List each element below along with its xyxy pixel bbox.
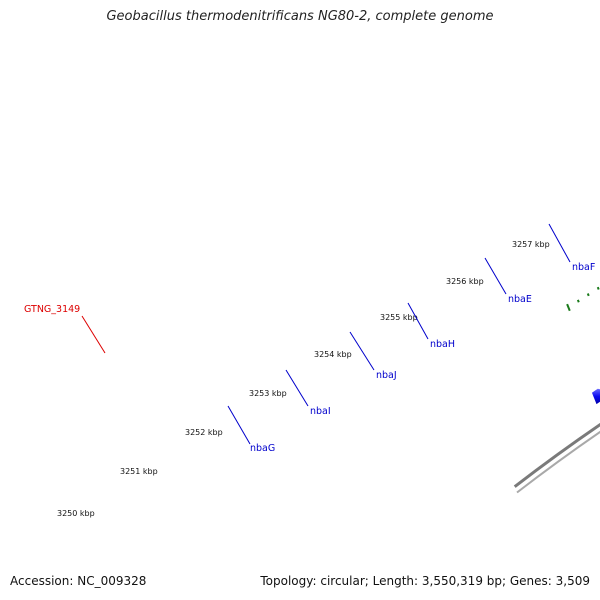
- gene-label-leader: [349, 331, 375, 371]
- gene-label-nbai[interactable]: nbaI: [310, 406, 331, 417]
- scale-tick: [586, 293, 590, 297]
- scale-tick: [596, 286, 600, 290]
- gene-label-nbaf[interactable]: nbaF: [572, 262, 595, 273]
- gene-label-nbah[interactable]: nbaH: [430, 339, 455, 350]
- accession-text: Accession: NC_009328: [10, 574, 147, 588]
- label-layer: 3250 kbp 3251 kbp 3252 kbp 3253 kbp 3254 kbp…: [24, 223, 595, 518]
- scale-tick: [576, 299, 580, 303]
- kbp-tick-label: 3253 kbp: [249, 389, 287, 398]
- gene-label-gtng3149[interactable]: GTNG_3149: [24, 304, 80, 315]
- kbp-tick-label: 3256 kbp: [446, 277, 484, 286]
- gene-label-leader: [407, 302, 429, 340]
- kbp-tick-label: 3252 kbp: [185, 428, 223, 437]
- kbp-tick-label: 3250 kbp: [57, 509, 95, 518]
- tick-layer: [566, 286, 600, 312]
- kbp-tick-label: 3257 kbp: [512, 240, 550, 249]
- gene-label-leader: [285, 369, 309, 407]
- genome-summary-text: Topology: circular; Length: 3,550,319 bp…: [260, 574, 590, 588]
- gene-blue-left[interactable]: [591, 388, 600, 405]
- gene-layer: [591, 388, 600, 405]
- kbp-tick-label: 3251 kbp: [120, 467, 158, 476]
- kbp-tick-label: 3255 kbp: [380, 313, 418, 322]
- gene-label-nbag[interactable]: nbaG: [250, 443, 275, 454]
- gene-label-leader: [227, 405, 251, 445]
- map-title: Geobacillus thermodenitrificans NG80-2, …: [106, 9, 494, 24]
- gene-label-leader: [81, 315, 106, 354]
- gene-label-nbaj[interactable]: nbaJ: [376, 370, 397, 381]
- gene-label-leader: [484, 257, 507, 295]
- gene-label-nbae[interactable]: nbaE: [508, 294, 532, 305]
- kbp-tick-label: 3254 kbp: [314, 350, 352, 359]
- scale-tick: [566, 303, 571, 312]
- gene-label-leader: [548, 223, 571, 263]
